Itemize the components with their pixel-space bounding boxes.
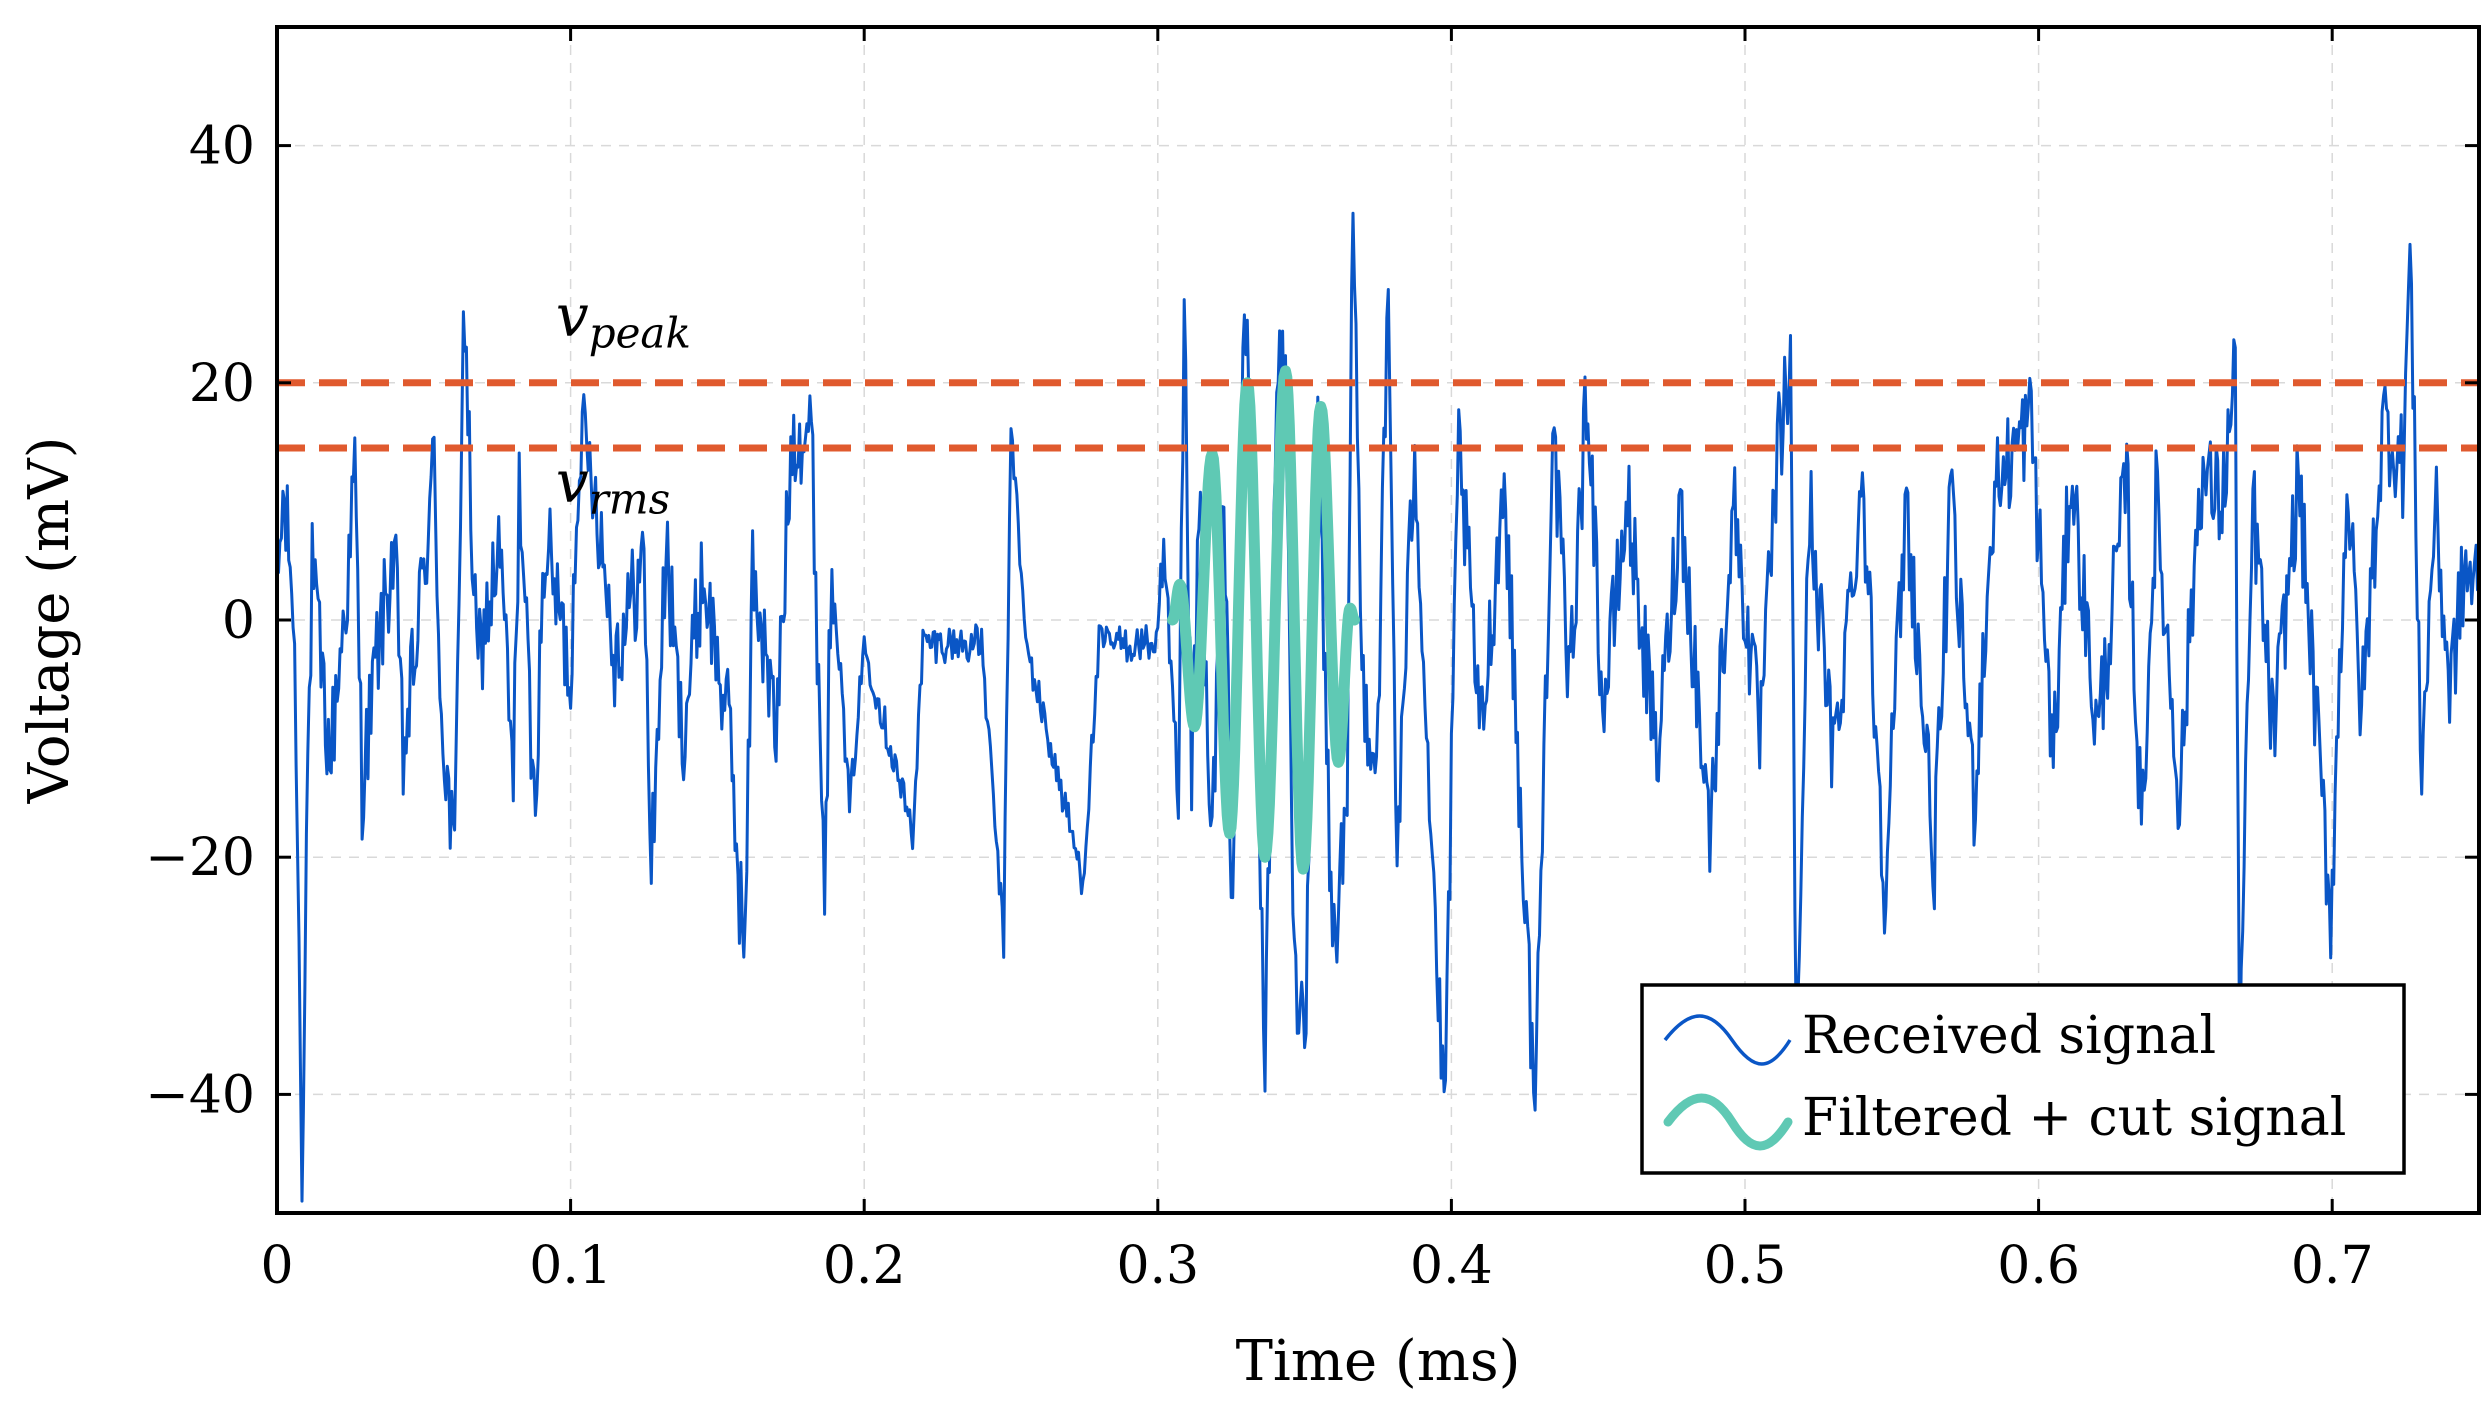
y-tick-label: 20 [189,354,255,414]
threshold-lines [277,379,2479,452]
series-layer [275,211,2481,1203]
vrms-annotation: vrms [556,447,670,523]
x-tick-label: 0.3 [1116,1236,1199,1296]
legend-label-received: Received signal [1802,1006,2216,1066]
legend-label-filtered: Filtered + cut signal [1802,1088,2346,1148]
x-tick-label: 0 [260,1236,293,1296]
filtered-signal-line [1167,365,1360,875]
x-tick-label: 0.7 [2291,1236,2374,1296]
y-axis-label: Voltage (mV) [17,437,82,805]
y-tick-label: −40 [145,1065,255,1125]
legend-swatch-received [1663,1014,1792,1066]
x-tick-label: 0.1 [529,1236,612,1296]
y-tick-label: −20 [145,828,255,888]
vrms-base: v [556,447,589,515]
vrms-subscript: rms [589,474,670,523]
legend-swatch-filtered [1663,1093,1793,1151]
x-tick-label: 0.6 [1997,1236,2080,1296]
received-signal-line [275,211,2481,1203]
legend: Received signal Filtered + cut signal [1640,983,2406,1175]
x-tick-label: 0.4 [1410,1236,1493,1296]
y-tick-label: 0 [222,591,255,651]
x-axis-label: Time (ms) [1236,1329,1521,1394]
x-tick-label: 0.2 [823,1236,906,1296]
x-tick-label: 0.5 [1704,1236,1787,1296]
y-tick-label: 40 [189,117,255,177]
axis-ticks [275,27,2479,1213]
vpeak-annotation: vpeak [556,281,691,357]
vpeak-subscript: peak [589,308,691,357]
tick-labels: 0 0.1 0.2 0.3 0.4 0.5 0.6 0.7 −40 −20 0 20 40 [145,117,2373,1296]
vpeak-base: v [556,281,589,349]
